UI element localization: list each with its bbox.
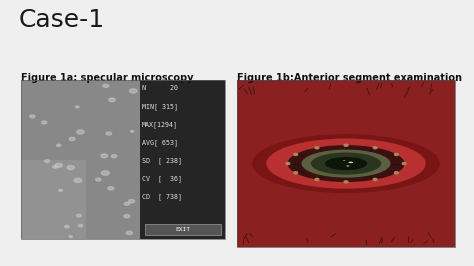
Text: EXIT: EXIT [176,227,191,232]
Circle shape [373,178,377,181]
Text: Case-1: Case-1 [19,8,105,32]
Circle shape [78,225,83,227]
Circle shape [77,130,84,134]
Text: N      20: N 20 [142,85,178,91]
Circle shape [101,154,108,158]
Circle shape [315,178,319,181]
Ellipse shape [266,139,426,189]
Circle shape [394,153,398,156]
Circle shape [42,121,47,124]
Circle shape [96,178,101,181]
Ellipse shape [301,149,391,178]
Circle shape [74,178,82,182]
Circle shape [124,202,129,205]
Circle shape [67,165,74,170]
Ellipse shape [287,145,405,182]
Text: SD  [ 238]: SD [ 238] [142,157,182,164]
Circle shape [109,98,115,102]
Circle shape [106,132,111,135]
Circle shape [30,115,35,118]
Bar [21,80,225,239]
Circle shape [75,106,79,108]
Circle shape [69,236,73,238]
Circle shape [130,131,134,132]
Circle shape [124,215,130,218]
Bar [145,224,221,235]
Text: MIN[ 315]: MIN[ 315] [142,103,178,110]
Bar [237,80,455,247]
Circle shape [129,89,137,93]
Circle shape [294,153,298,156]
Circle shape [394,172,398,174]
Text: CD  [ 738]: CD [ 738] [142,194,182,200]
Circle shape [126,231,133,235]
Circle shape [59,189,63,192]
Text: AVG[ 653]: AVG[ 653] [142,139,178,146]
Ellipse shape [343,160,346,161]
Circle shape [64,225,69,228]
Circle shape [108,186,114,190]
Bar [237,80,455,247]
Circle shape [103,84,109,88]
Ellipse shape [252,134,440,193]
Circle shape [128,200,135,203]
Circle shape [76,214,81,217]
Text: Figure 1a: specular microscopy: Figure 1a: specular microscopy [21,73,194,83]
Circle shape [286,163,290,165]
Text: MAX[1294]: MAX[1294] [142,121,178,128]
Ellipse shape [348,162,353,163]
Bar [21,160,86,239]
Circle shape [45,160,49,163]
Bar [21,80,139,239]
Circle shape [55,163,62,167]
Circle shape [315,147,319,149]
Circle shape [402,163,406,165]
Circle shape [101,171,109,175]
Circle shape [294,172,298,174]
Circle shape [53,165,57,168]
Text: CV  [  36]: CV [ 36] [142,176,182,182]
Ellipse shape [325,157,367,170]
Bar [139,80,225,239]
Circle shape [111,155,117,158]
Circle shape [344,181,348,183]
Circle shape [57,144,61,147]
Text: Figure 1b:Anterior segment examination: Figure 1b:Anterior segment examination [237,73,462,83]
Circle shape [69,137,75,140]
Circle shape [344,144,348,146]
Ellipse shape [311,152,381,175]
Circle shape [373,147,377,149]
Ellipse shape [346,165,349,167]
